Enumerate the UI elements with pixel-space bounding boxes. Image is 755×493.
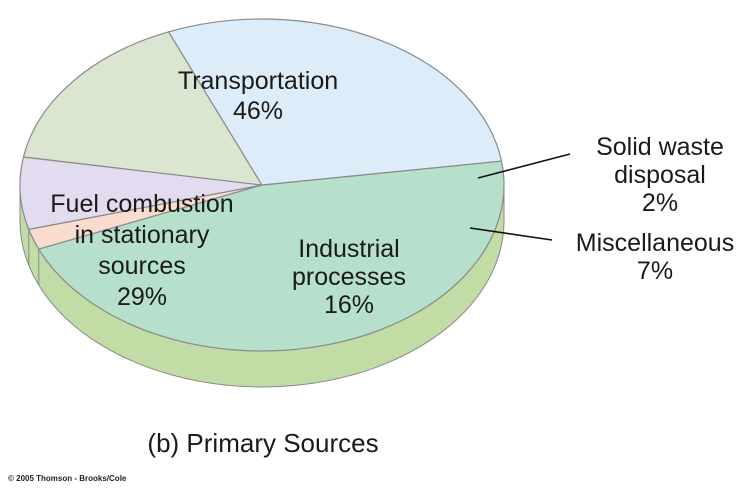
leader-line bbox=[469, 227, 553, 241]
slice-percent-label: 16% bbox=[324, 291, 374, 319]
pie-slice bbox=[38, 160, 505, 352]
copyright-notice: © 2005 Thomson - Brooks/Cole bbox=[8, 474, 127, 483]
slice-name-label: Fuel combustion bbox=[50, 190, 233, 218]
slice-name-label: Transportation bbox=[178, 67, 338, 95]
slice-percent-label: 2% bbox=[642, 189, 678, 217]
slice-name-label: in stationary bbox=[75, 221, 210, 249]
slice-name-label: Solid waste bbox=[596, 133, 724, 161]
slice-name-label: Miscellaneous bbox=[576, 229, 734, 257]
slice-name-label: Industrial bbox=[298, 235, 399, 263]
pie-top bbox=[19, 18, 505, 352]
pie-slice bbox=[19, 156, 263, 230]
leader-line bbox=[477, 153, 571, 179]
slice-name-label: disposal bbox=[614, 161, 706, 189]
slice-percent-label: 29% bbox=[117, 283, 167, 311]
slice-percent-label: 7% bbox=[637, 257, 673, 285]
chart-caption: (b) Primary Sources bbox=[147, 428, 378, 458]
slice-name-label: sources bbox=[98, 252, 186, 280]
slice-percent-label: 46% bbox=[233, 97, 283, 125]
pie-slice bbox=[22, 31, 263, 186]
slice-name-label: processes bbox=[292, 263, 406, 291]
pie-slice bbox=[168, 18, 503, 186]
